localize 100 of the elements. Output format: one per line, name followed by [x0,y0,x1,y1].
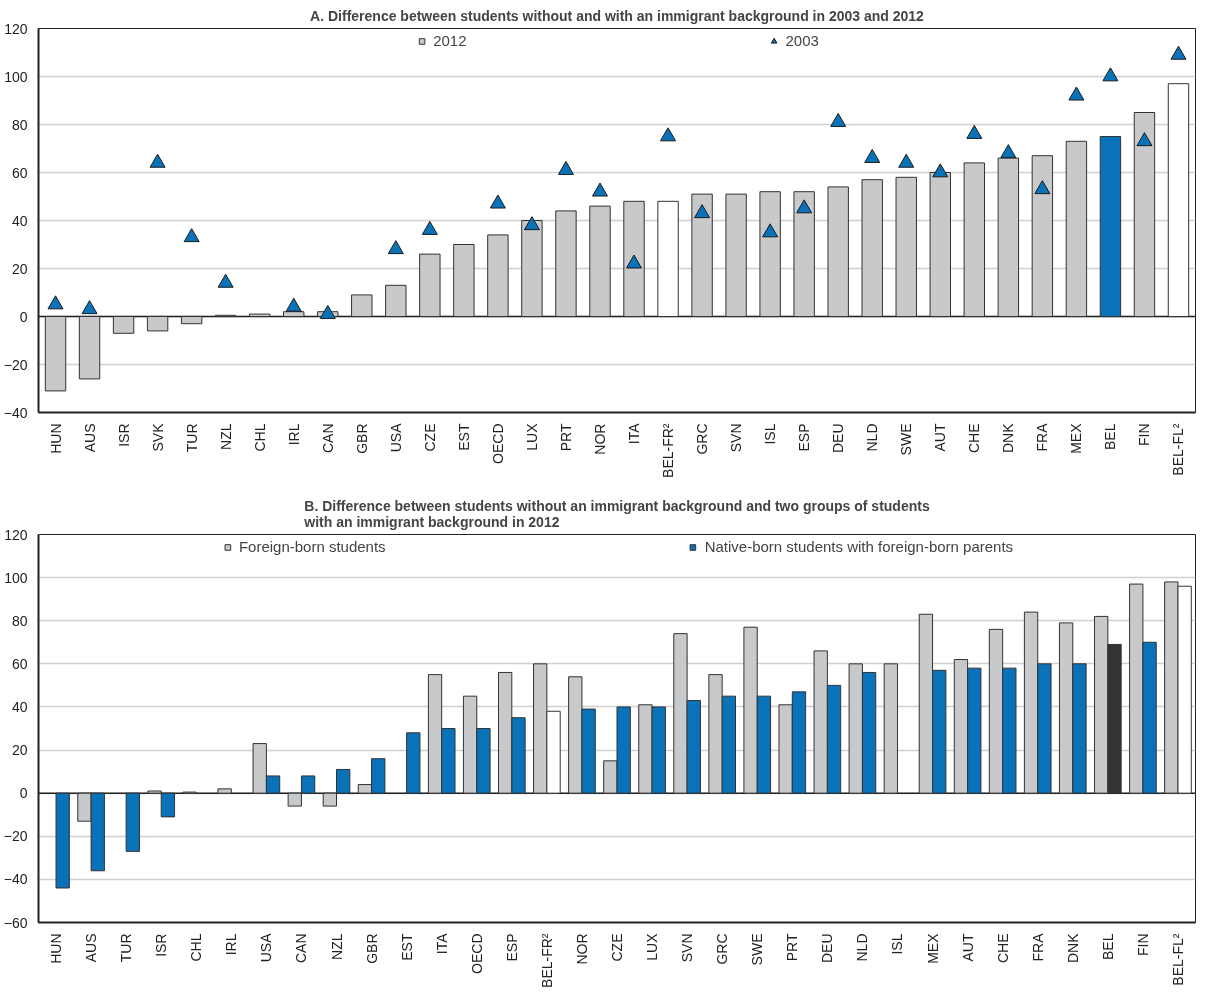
point [387,240,404,255]
y-tick-label: 120 [4,526,28,543]
point [591,182,608,197]
x-tick-label: DEU [830,423,847,454]
point [489,194,506,209]
bar [963,162,986,317]
x-tick-label: ESP [796,423,813,452]
x-tick-label: PRT [784,933,801,962]
bar [929,172,951,317]
x-tick-label: MEX [924,932,941,964]
x-tick-label: PRT [557,423,574,452]
point [762,223,779,238]
point [557,160,574,175]
y-tick-label: 60 [11,655,28,672]
x-tick-label: AUT [932,423,949,452]
point [1034,180,1051,195]
point [830,112,847,127]
y-tick-label: −20 [3,828,28,845]
x-tick-label: CZE [421,423,438,452]
x-tick-label: USA [387,422,404,453]
chart-title: B. Difference between students without an immigrant background and two groups of students with an immigrant background in 2012 [303,497,930,530]
point [1170,45,1187,60]
bar [827,186,849,317]
x-tick-label: BEL-FL² [1170,423,1187,476]
x-tick-label: TUR [183,423,200,453]
x-tick-label: BEL-FR² [538,933,555,988]
legend-label: Foreign-born students [238,538,386,555]
legend-label: Native-born students with foreign-born parents [704,538,1014,555]
point [183,228,200,243]
x-tick-label: SWE [898,423,915,456]
x-tick-label: CHE [994,933,1011,964]
y-tick-label: 100 [4,569,28,586]
y-tick-label: 120 [4,20,28,37]
bar [1031,155,1054,317]
x-tick-label: DNK [1000,422,1017,454]
bar [419,253,441,317]
y-tick-label: 80 [11,612,28,629]
bar [146,316,169,332]
x-tick-label: ISL [889,933,906,955]
x-tick-label: SWE [749,933,766,966]
point [523,216,540,231]
point [966,124,983,139]
x-tick-label: BEL-FR² [660,423,677,478]
point [149,153,166,168]
bar [248,313,271,317]
x-tick-label: NZL [217,423,234,450]
point [319,304,336,319]
x-tick-label: GRC [694,423,711,455]
bar [555,210,577,317]
x-tick-label: EST [455,423,472,451]
legend-label: 2003 [785,32,819,49]
x-tick-label: ITA [433,932,450,955]
x-tick-label: NOR [591,423,608,455]
x-tick-label: FRA [1029,932,1046,962]
x-tick-label: ISR [115,423,132,447]
point [81,300,98,315]
x-tick-label: CAN [319,423,336,454]
x-tick-label: NLD [864,423,881,452]
bar [453,244,475,317]
x-tick-label: LUX [644,932,661,961]
x-tick-label: AUS [81,423,98,453]
x-tick-label: USA [258,932,275,963]
bar [1065,140,1088,317]
bar [112,316,135,334]
legend-label: 2012 [433,32,467,49]
point [864,148,881,163]
x-tick-label: GBR [353,423,370,454]
x-tick-label: HUN [47,423,64,454]
bar [385,284,407,317]
bar [351,294,373,317]
x-tick-label: BEL-FL² [1169,933,1186,986]
x-tick-label: NLD [854,933,871,962]
bar [883,663,898,794]
x-tick-label: BEL [1099,933,1116,960]
bar [895,176,917,317]
x-tick-label: OECD [489,423,506,464]
x-tick-label: SVN [728,423,745,453]
x-tick-label: BEL [1102,423,1119,450]
bar [180,316,203,325]
bar [1099,136,1122,317]
x-tick-label: DNK [1064,932,1081,964]
y-tick-label: −60 [3,914,28,931]
point [626,254,643,269]
x-tick-label: NOR [573,933,590,965]
x-tick-label: AUT [959,933,976,962]
point [47,295,64,310]
bar [217,788,232,794]
point [796,199,813,214]
y-tick-label: −20 [3,356,28,373]
x-tick-label: SVN [679,933,696,963]
point [932,163,949,178]
x-tick-label: MEX [1068,422,1085,454]
x-tick-label: ESP [503,933,520,962]
x-tick-label: IRL [223,933,240,956]
x-tick-label: TUR [118,933,135,963]
bar [657,200,679,317]
bar [406,732,421,794]
x-tick-label: ISR [153,933,170,957]
x-tick-label: GBR [363,933,380,964]
bar [125,792,140,852]
